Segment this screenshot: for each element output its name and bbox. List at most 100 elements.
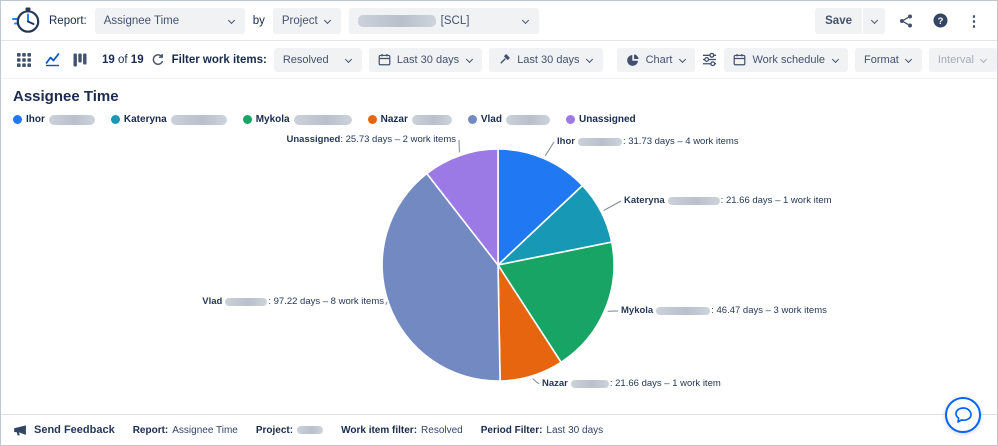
- format-value: Format: [864, 53, 899, 66]
- stopwatch-logo-icon: [12, 7, 40, 33]
- grid-icon: [17, 52, 31, 67]
- status-filter-select[interactable]: Resolved: [273, 47, 362, 72]
- redacted-project-name: [357, 14, 436, 27]
- legend-item-mykola[interactable]: Mykola: [242, 114, 352, 125]
- legend-item-nazar[interactable]: Nazar: [367, 114, 452, 125]
- calendar-icon: [734, 53, 746, 66]
- created-date-filter-value: Last 30 days: [396, 53, 460, 66]
- legend-label: Mykola: [255, 114, 290, 125]
- redacted-project-name: [297, 426, 324, 434]
- chevron-down-icon: [465, 57, 473, 63]
- meta-work-item-filter: Work item filter: Resolved: [341, 425, 463, 436]
- refresh-button[interactable]: [151, 47, 165, 73]
- table-view-button[interactable]: [11, 47, 37, 73]
- legend-label: Ihor: [26, 114, 45, 125]
- pie-slice-ihor[interactable]: [497, 148, 584, 267]
- app-logo: [11, 6, 41, 36]
- calendar-icon: [378, 53, 391, 66]
- legend-label: Vlad: [480, 114, 502, 125]
- created-date-filter-select[interactable]: Last 30 days: [368, 47, 483, 72]
- top-bar: Report: Assignee Time by Project [SCL] S…: [1, 1, 997, 41]
- pie-label-line: [532, 378, 540, 385]
- help-button[interactable]: ?: [927, 8, 953, 34]
- chevron-down-icon: [586, 57, 594, 63]
- pie-slice-unassigned[interactable]: [425, 148, 499, 268]
- display-settings-button[interactable]: [702, 47, 717, 73]
- group-by-value: Project: [281, 14, 318, 27]
- meta-period-filter-label: Period Filter:: [480, 424, 543, 436]
- chart-type-select[interactable]: Chart: [616, 47, 696, 72]
- chevron-down-icon: [522, 18, 530, 24]
- meta-report-label: Report:: [132, 424, 169, 436]
- group-by-select[interactable]: Project: [272, 7, 341, 34]
- share-icon: [900, 14, 912, 27]
- legend-label: Unassigned: [578, 114, 636, 125]
- legend-dot: [367, 115, 377, 124]
- meta-work-item-filter-label: Work item filter:: [341, 424, 418, 436]
- pie-slice-vlad[interactable]: [381, 172, 501, 382]
- interval-select[interactable]: Interval: [928, 47, 997, 72]
- chevron-down-icon: [228, 18, 236, 24]
- legend-dot: [110, 115, 120, 124]
- chart-type-value: Chart: [645, 53, 673, 66]
- meta-period-filter-value: Last 30 days: [546, 424, 604, 436]
- legend-item-ihor[interactable]: Ihor: [13, 114, 95, 125]
- send-feedback-button[interactable]: Send Feedback: [13, 423, 115, 437]
- sliders-icon: [703, 52, 717, 67]
- redacted-name: [170, 114, 227, 125]
- redacted-name: [411, 114, 452, 125]
- share-button[interactable]: [893, 8, 919, 34]
- project-key-value: [SCL]: [440, 14, 470, 27]
- meta-report-value: Assignee Time: [172, 424, 238, 436]
- redacted-name: [48, 114, 95, 125]
- chart-legend: Ihor Kateryna Mykola Nazar Vlad Unassigned: [13, 114, 997, 125]
- meta-project-label: Project:: [255, 424, 294, 436]
- meta-report: Report: Assignee Time: [133, 425, 238, 436]
- project-select[interactable]: [SCL]: [348, 7, 539, 34]
- resolution-date-filter-select[interactable]: Last 30 days: [489, 47, 603, 72]
- legend-item-unassigned[interactable]: Unassigned: [565, 114, 636, 125]
- view-switcher: [11, 47, 93, 73]
- chart-view-button[interactable]: [39, 47, 65, 73]
- megaphone-icon: [14, 425, 26, 436]
- resolution-date-filter-value: Last 30 days: [517, 53, 580, 66]
- legend-item-vlad[interactable]: Vlad: [467, 114, 550, 125]
- meta-project: Project:: [255, 424, 324, 436]
- status-bar: Send Feedback Report: Assignee Time Proj…: [1, 414, 997, 445]
- chart-area: Assignee Time Ihor Kateryna Mykola Nazar Vla…: [1, 79, 997, 414]
- chevron-down-icon: [678, 57, 686, 63]
- legend-dot: [13, 115, 22, 124]
- pie-label-line: [544, 141, 555, 157]
- meta-period-filter: Period Filter: Last 30 days: [481, 425, 603, 436]
- hammer-icon: [500, 54, 510, 64]
- legend-label: Kateryna: [123, 114, 167, 125]
- save-button[interactable]: Save: [815, 7, 862, 34]
- help-icon: ?: [933, 13, 947, 28]
- more-menu-button[interactable]: ⋮: [961, 8, 987, 34]
- work-schedule-value: Work schedule: [752, 53, 826, 66]
- format-select[interactable]: Format: [855, 47, 922, 72]
- work-items-count: 19 of 19: [102, 53, 144, 66]
- legend-item-kateryna[interactable]: Kateryna: [110, 114, 227, 125]
- save-options-button[interactable]: [862, 7, 885, 34]
- chat-bubble-icon: [954, 407, 972, 423]
- filter-toolbar: 19 of 19 Filter work items: Resolved Las…: [1, 41, 997, 79]
- line-chart-icon: [45, 53, 59, 67]
- chevron-down-icon: [831, 57, 839, 63]
- board-view-button[interactable]: [67, 47, 93, 73]
- chevron-down-icon: [324, 18, 332, 24]
- chevron-down-icon: [345, 57, 353, 63]
- save-split-button: Save: [815, 7, 885, 34]
- report-type-select[interactable]: Assignee Time: [94, 7, 245, 34]
- work-schedule-select[interactable]: Work schedule: [724, 47, 849, 72]
- redacted-name: [293, 114, 352, 125]
- chart-title: Assignee Time: [13, 88, 119, 105]
- refresh-icon: [152, 53, 163, 65]
- chevron-down-icon: [905, 57, 913, 63]
- pie-slice-mykola[interactable]: [496, 241, 615, 364]
- chat-widget-button[interactable]: [945, 397, 981, 433]
- chevron-down-icon: [980, 57, 988, 63]
- pie-chart-icon: [626, 53, 639, 66]
- pie-label-line: [385, 301, 388, 305]
